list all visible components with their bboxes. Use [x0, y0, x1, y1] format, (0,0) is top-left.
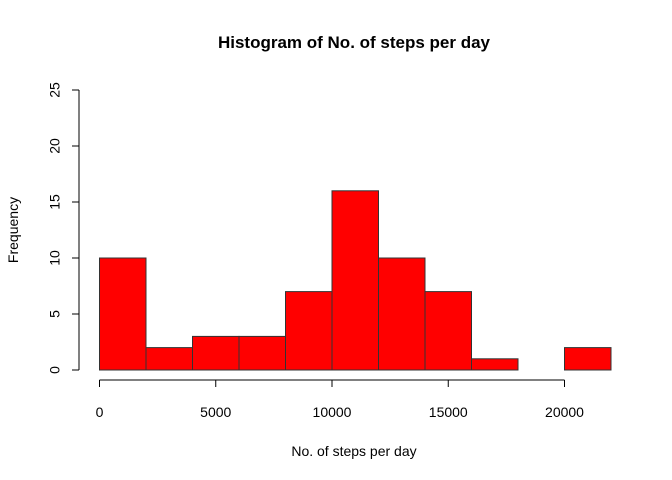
histogram-bar-7: [424, 291, 472, 371]
x-tick-label: 0: [96, 404, 104, 420]
y-tick-label: 15: [47, 194, 63, 210]
y-tick-label: 0: [47, 366, 63, 374]
histogram-bar-0: [99, 257, 147, 371]
x-tick-label: 5000: [200, 404, 231, 420]
histogram-bar-10: [564, 347, 612, 371]
y-tick-label: 25: [47, 82, 63, 98]
x-axis: 0 5000 10000 15000 20000: [96, 379, 584, 420]
histogram-bar-6: [378, 257, 426, 371]
histogram-bar-4: [285, 291, 333, 371]
y-tick-label: 20: [47, 138, 63, 154]
y-axis-label: Frequency: [5, 197, 21, 263]
chart-title: Histogram of No. of steps per day: [218, 33, 491, 52]
y-axis: 0 5 10 15 20 25: [47, 82, 80, 374]
bars-group: [99, 190, 612, 371]
y-tick-label: 5: [47, 310, 63, 318]
histogram-bar-5: [331, 190, 379, 371]
x-tick-label: 20000: [545, 404, 584, 420]
x-tick-label: 10000: [313, 404, 352, 420]
histogram-bar-2: [192, 335, 240, 371]
histogram-bar-1: [145, 347, 193, 371]
x-tick-label: 15000: [429, 404, 468, 420]
y-tick-label: 10: [47, 250, 63, 266]
histogram-bar-8: [471, 358, 519, 371]
x-axis-label: No. of steps per day: [291, 443, 416, 459]
histogram-bar-3: [238, 335, 286, 371]
